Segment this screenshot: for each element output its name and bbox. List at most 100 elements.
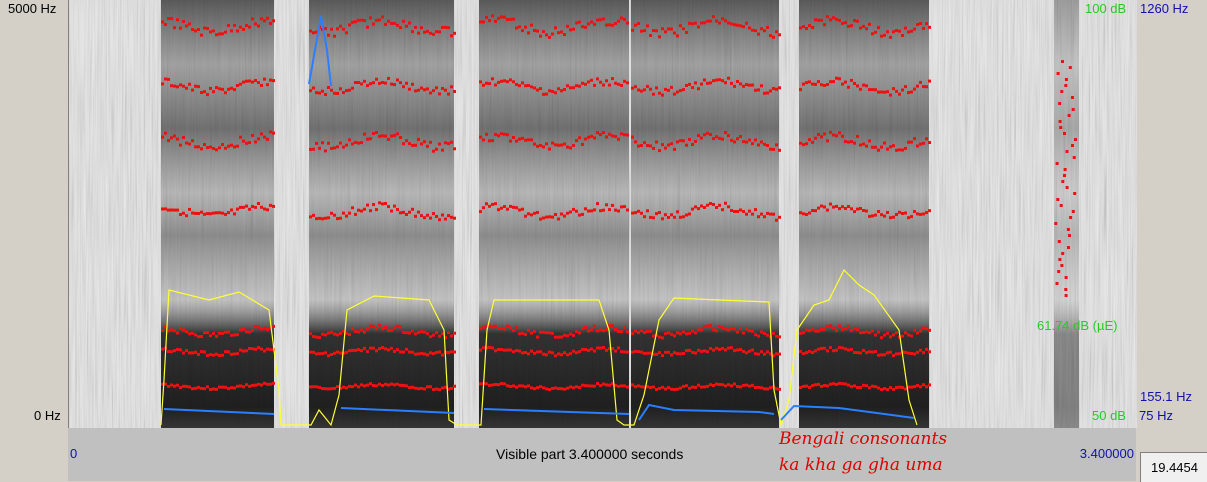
formant-point [167,17,170,20]
formant-point [664,213,667,217]
formant-point [919,22,922,25]
formant-point [682,88,685,92]
formant-point [667,350,670,354]
formant-point [575,330,578,334]
formant-point [685,84,688,87]
formant-point [551,90,554,93]
formant-point [357,385,360,389]
formant-point [886,388,889,392]
formant-point [763,387,766,391]
formant-point [384,382,387,386]
formant-point [263,207,266,211]
formant-point [393,383,396,387]
formant-point [548,35,551,39]
formant-point [530,138,533,142]
formant-point [354,329,357,333]
formant-point [393,134,396,138]
formant-point [530,85,533,89]
formant-point [188,142,191,146]
formant-point [901,34,904,37]
formant-point [203,90,206,94]
formant-point [673,215,676,219]
formant-point [512,205,515,209]
selection-value-box[interactable]: 19.4454 [1140,452,1207,482]
formant-point [691,22,694,26]
formant-point [631,383,634,387]
formant-point [387,76,390,80]
formant-point [892,87,895,91]
formant-point [859,386,862,390]
formant-point [1060,90,1064,93]
formant-point [727,21,730,25]
formant-point [518,349,521,353]
formant-point [856,134,859,138]
formant-point [269,22,272,25]
formant-point [682,352,685,355]
formant-point [333,332,336,336]
formant-point [682,215,685,219]
formant-point [500,79,503,83]
formant-point [354,348,357,352]
formant-point [548,388,551,391]
pitch-curve [483,408,630,415]
formant-point [429,385,432,389]
formant-point [904,350,907,354]
formant-point [581,25,584,29]
formant-point [327,86,330,89]
formant-point [643,141,646,145]
formant-point [354,20,357,24]
spectrogram-canvas[interactable] [69,0,1137,428]
formant-point [572,207,575,211]
formant-point [745,140,748,144]
formant-point [366,383,369,387]
formant-point [536,335,539,339]
formant-point [596,77,599,81]
formant-point [251,80,254,84]
formant-point [509,326,512,330]
formant-point [904,211,907,215]
formant-point [658,351,661,355]
formant-point [718,347,721,351]
formant-point [572,27,575,31]
formant-point [569,332,572,336]
formant-point [566,84,569,88]
formant-point [194,145,197,149]
formant-point [655,86,658,90]
formant-point [257,137,260,141]
formant-point [706,19,709,23]
formant-point [167,77,170,81]
formant-point [420,142,423,146]
formant-point [925,137,928,141]
formant-point [524,332,527,336]
formant-point [360,328,363,332]
formant-point [369,346,372,350]
formant-point [212,387,215,391]
time-bar[interactable]: 0 Visible part 3.400000 seconds 3.400000… [68,428,1136,481]
formant-point [587,329,590,333]
formant-point [751,83,754,87]
formant-point [221,211,224,215]
formant-point [530,349,533,353]
formant-point [775,334,778,338]
formant-point [805,384,808,388]
formant-point [426,144,429,148]
formant-point [411,385,414,389]
formant-point [865,384,868,388]
formant-point [889,145,892,149]
formant-point [856,328,859,332]
formant-point [182,20,185,23]
formant-point [236,384,239,388]
formant-point [1059,126,1063,129]
formant-point [799,211,802,215]
formant-point [197,145,200,149]
formant-point [518,25,521,29]
formant-point [491,325,494,329]
formant-point [694,385,697,389]
formant-point [330,330,333,334]
formant-point [712,15,715,19]
formant-point [575,139,578,143]
formant-point [360,18,363,22]
spectrogram-panel[interactable] [68,0,1137,428]
formant-point [209,145,212,149]
formant-point [266,327,269,331]
